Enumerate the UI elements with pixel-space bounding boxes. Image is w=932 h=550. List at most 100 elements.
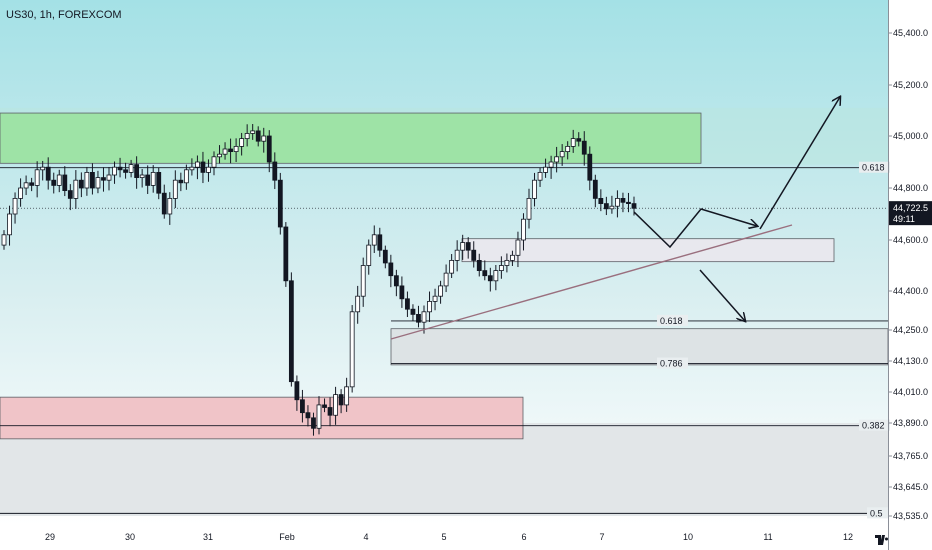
- candle-down: [178, 179, 184, 184]
- candle-up: [454, 249, 460, 261]
- candle-down: [90, 171, 95, 189]
- candle-down: [631, 203, 637, 209]
- candle-down: [300, 399, 305, 414]
- price-tick-label: 45,400.0: [893, 28, 928, 38]
- candle-down: [382, 249, 388, 264]
- candle-up: [421, 311, 427, 323]
- candle-up: [449, 259, 455, 274]
- candle-down: [283, 226, 289, 282]
- candle-up: [615, 197, 620, 207]
- candle-down: [576, 138, 582, 142]
- candle-up: [261, 135, 267, 142]
- candle-up: [183, 169, 189, 184]
- fib-label: 0.618: [660, 316, 683, 326]
- candle-down: [78, 179, 84, 189]
- candle-up: [355, 295, 361, 313]
- tradingview-logo-icon[interactable]: [875, 534, 889, 546]
- countdown-label: 49:11: [893, 214, 915, 224]
- candle-down: [626, 201, 631, 205]
- candle-up: [23, 182, 29, 189]
- candle-up: [95, 177, 101, 189]
- candle-up: [366, 244, 372, 266]
- candle-down: [228, 148, 233, 152]
- candle-up: [189, 166, 195, 171]
- candle-up: [349, 311, 355, 388]
- candle-up: [438, 285, 443, 297]
- candle-up: [40, 166, 46, 171]
- fib-label-background: [867, 507, 888, 519]
- candle-down: [145, 174, 151, 186]
- candle-up: [7, 213, 12, 236]
- price-tick-label: 44,600.0: [893, 235, 928, 245]
- candle-up: [139, 174, 145, 178]
- time-tick-label: 7: [599, 532, 604, 542]
- candle-up: [244, 133, 250, 139]
- candle-up: [211, 156, 217, 168]
- candle-down: [305, 412, 311, 419]
- candle-down: [255, 130, 261, 142]
- candle-down: [67, 190, 73, 199]
- fib-label: 0.382: [862, 421, 885, 431]
- bearish-target-arrow: [699, 269, 745, 321]
- candle-up: [84, 171, 90, 189]
- candle-down: [476, 259, 482, 271]
- projection-path-arrow: [633, 208, 757, 249]
- candle-up: [504, 259, 510, 266]
- candle-down: [598, 197, 604, 204]
- price-tick-label: 44,400.0: [893, 286, 928, 296]
- candle-down: [399, 285, 405, 300]
- candle-down: [377, 234, 383, 251]
- candle-up: [432, 295, 438, 302]
- current-price-label-box: [889, 201, 932, 226]
- time-tick-label: 29: [45, 532, 55, 542]
- candle-down: [620, 197, 626, 203]
- candle-down: [134, 164, 140, 179]
- candle-up: [217, 153, 222, 158]
- candle-down: [465, 242, 471, 251]
- time-tick-label: 12: [843, 532, 853, 542]
- candle-up: [554, 156, 560, 163]
- candle-up: [18, 187, 23, 199]
- candle-up: [609, 205, 615, 210]
- time-tick-label: 31: [203, 532, 213, 542]
- price-tick-label: 45,000.0: [893, 131, 928, 141]
- candle-up: [510, 254, 515, 261]
- candle-down: [388, 262, 394, 277]
- price-tick-label: 43,645.0: [893, 482, 928, 492]
- time-tick-label: Feb: [279, 532, 295, 542]
- candle-down: [123, 169, 128, 173]
- candle-down: [161, 192, 167, 215]
- candle-up: [521, 218, 526, 241]
- candle-down: [603, 203, 609, 210]
- candle-up: [344, 386, 350, 406]
- candle-down: [405, 298, 410, 310]
- price-tick-label: 43,890.0: [893, 418, 928, 428]
- candle-up: [565, 145, 571, 152]
- candle-up: [316, 404, 322, 429]
- candle-up: [1, 234, 7, 246]
- candle-up: [195, 161, 200, 168]
- candle-down: [51, 179, 57, 186]
- candle-down: [29, 182, 35, 186]
- candle-down: [277, 179, 283, 228]
- fib-label: 0.5: [870, 508, 883, 518]
- candle-up: [493, 270, 499, 282]
- price-tick-label: 45,200.0: [893, 80, 928, 90]
- fib-label-background: [859, 161, 890, 173]
- candle-up: [150, 171, 156, 186]
- candle-down: [482, 270, 488, 277]
- candle-up: [106, 174, 112, 181]
- fib-label: 0.786: [660, 359, 683, 369]
- trendline: [390, 224, 793, 340]
- candle-down: [592, 179, 598, 199]
- candle-down: [587, 153, 593, 181]
- candle-up: [34, 169, 40, 186]
- candle-up: [167, 197, 173, 215]
- candle-up: [239, 138, 245, 147]
- price-tick-label: 44,250.0: [893, 325, 928, 335]
- price-tick-label: 44,800.0: [893, 183, 928, 193]
- candle-up: [360, 265, 366, 297]
- bullish-target-arrow: [759, 97, 840, 230]
